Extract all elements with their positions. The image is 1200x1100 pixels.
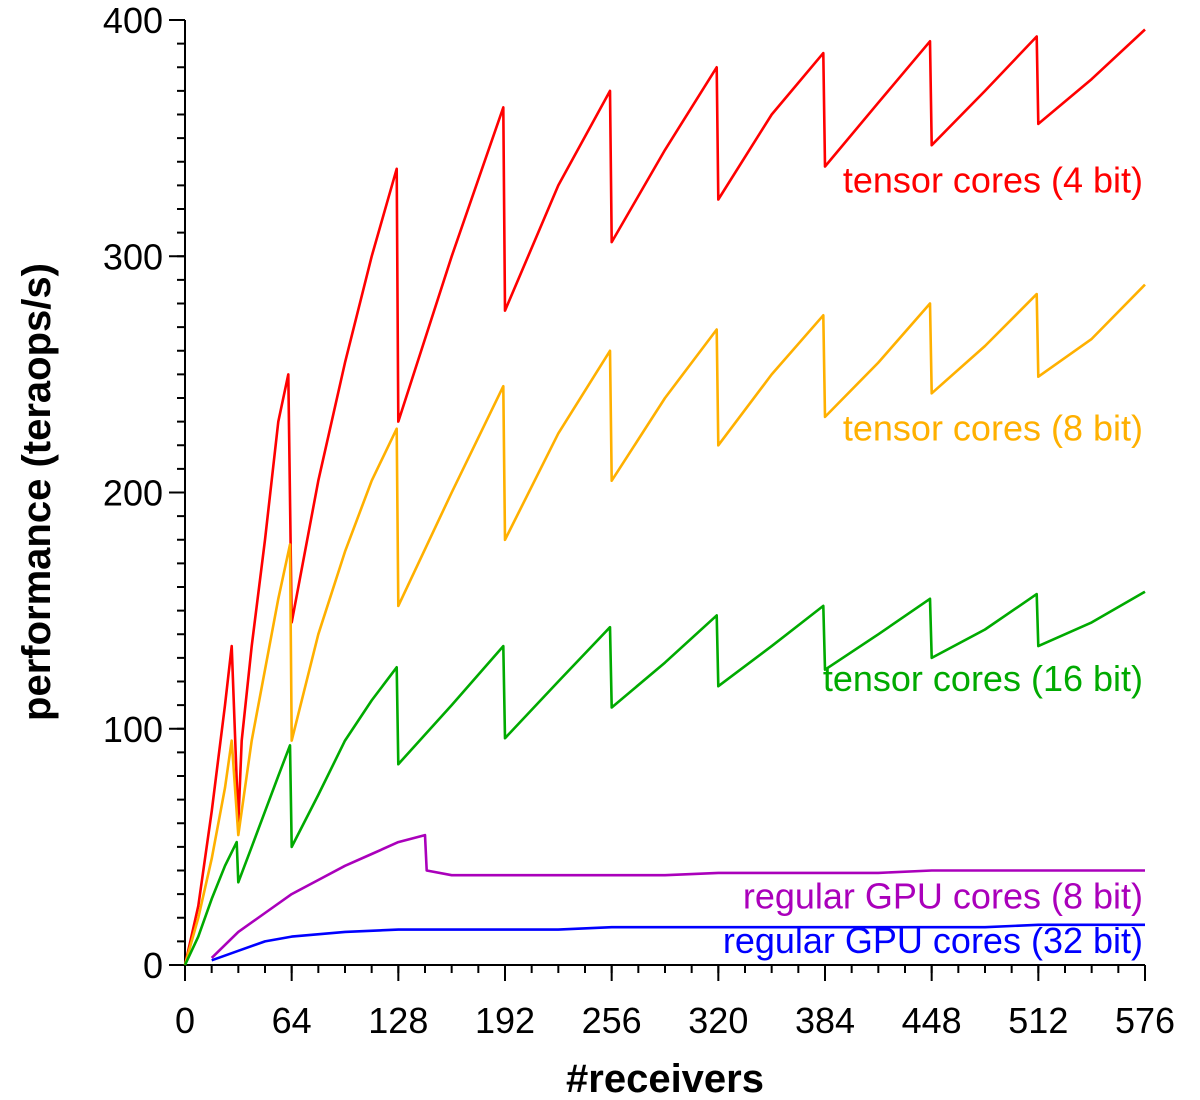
x-tick-label: 256 bbox=[582, 1000, 642, 1041]
x-tick-label: 192 bbox=[475, 1000, 535, 1041]
x-tick-label: 64 bbox=[272, 1000, 312, 1041]
series-layer bbox=[183, 28, 1146, 966]
x-tick-label: 128 bbox=[368, 1000, 428, 1041]
x-tick-label: 384 bbox=[795, 1000, 855, 1041]
x-axis-title: #receivers bbox=[566, 1057, 764, 1100]
x-tick-label: 448 bbox=[902, 1000, 962, 1041]
x-tick-label: 512 bbox=[1008, 1000, 1068, 1041]
x-tick-label: 576 bbox=[1115, 1000, 1175, 1041]
y-tick-label: 300 bbox=[103, 236, 163, 277]
y-tick-label: 0 bbox=[143, 945, 163, 986]
x-tick-label: 0 bbox=[175, 1000, 195, 1041]
x-tick-label: 320 bbox=[688, 1000, 748, 1041]
series-label-1: tensor cores (8 bit) bbox=[843, 408, 1143, 449]
series-line-1 bbox=[183, 283, 1146, 966]
series-label-2: tensor cores (16 bit) bbox=[823, 658, 1143, 699]
y-tick-label: 400 bbox=[103, 0, 163, 41]
series-line-2 bbox=[183, 590, 1146, 966]
series-label-3: regular GPU cores (8 bit) bbox=[743, 875, 1143, 916]
y-axis-title: performance (teraops/s) bbox=[15, 263, 59, 721]
series-label-0: tensor cores (4 bit) bbox=[843, 159, 1143, 200]
y-tick-label: 100 bbox=[103, 709, 163, 750]
y-tick-label: 200 bbox=[103, 473, 163, 514]
series-line-0 bbox=[183, 28, 1146, 966]
axes: 0 100 200 300 400 0 64 128 192 256 320 384 448 512 576 bbox=[103, 0, 1175, 1041]
series-line-4 bbox=[211, 923, 1145, 962]
series-line-3 bbox=[210, 833, 1145, 959]
series-label-4: regular GPU cores (32 bit) bbox=[723, 920, 1143, 961]
series-labels: tensor cores (4 bit) tensor cores (8 bit)… bbox=[723, 159, 1143, 961]
